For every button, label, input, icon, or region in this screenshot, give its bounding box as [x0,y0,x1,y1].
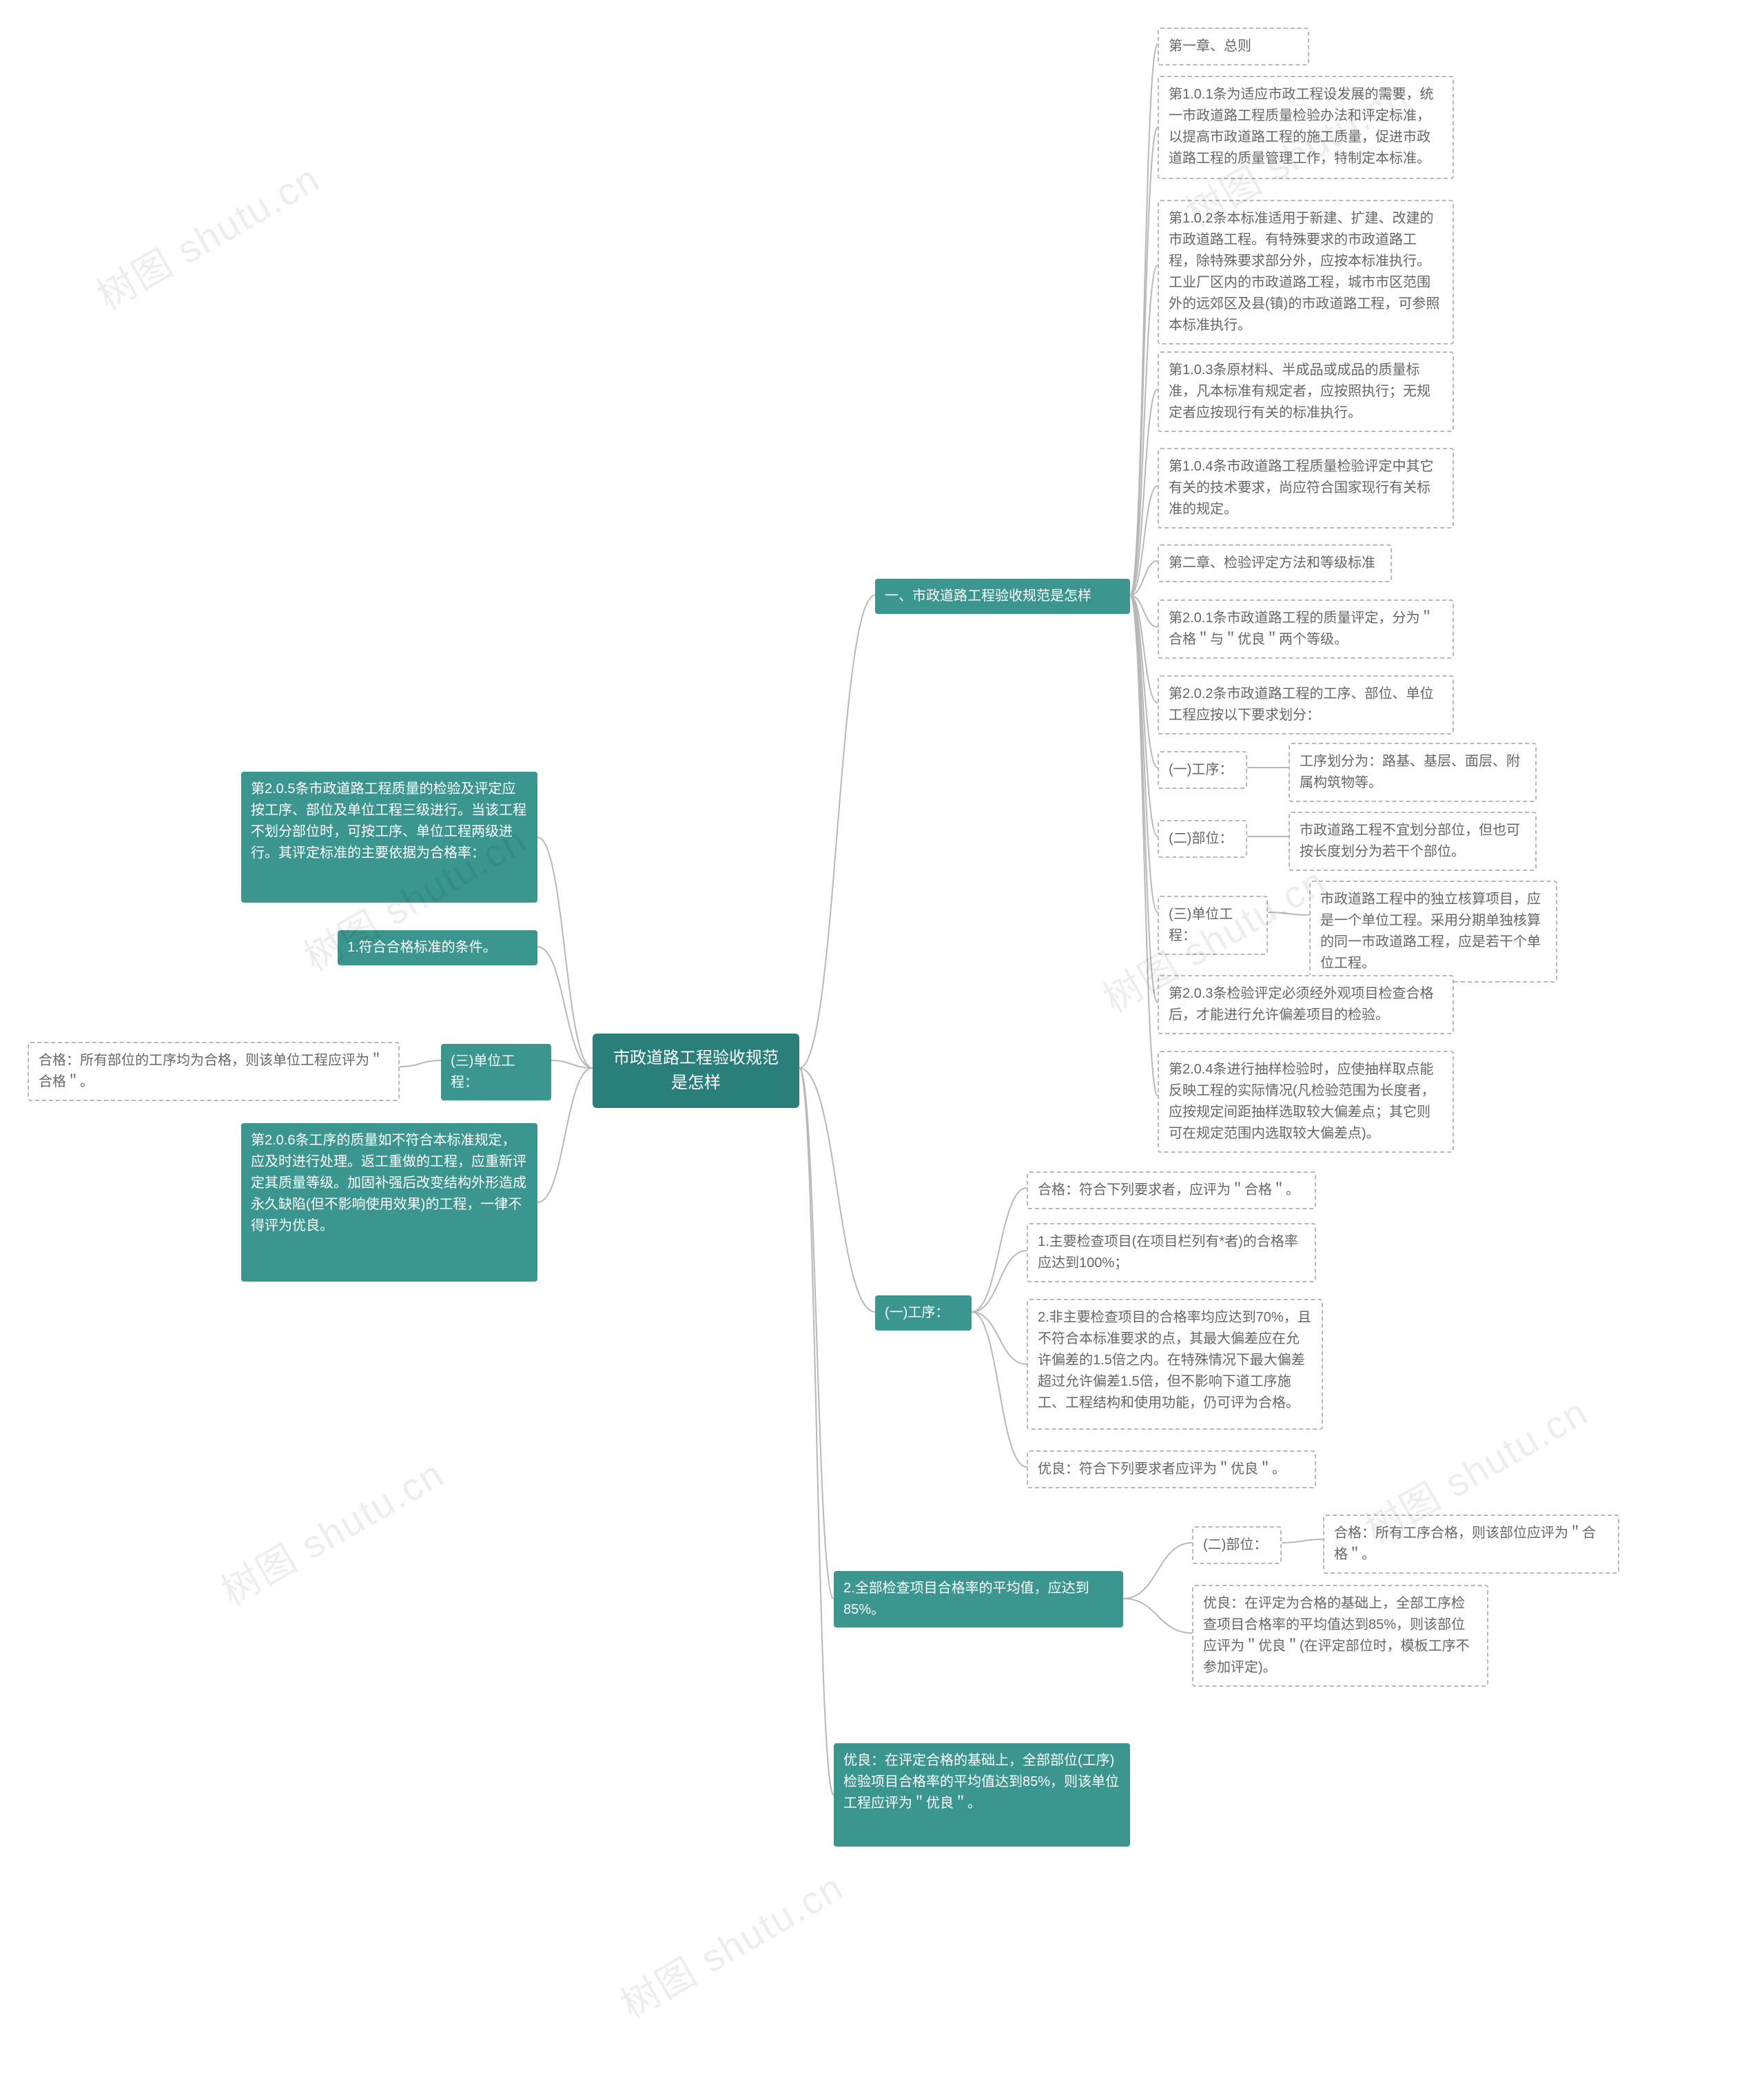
mindmap-node-n203: 第2.0.3条检验评定必须经外观项目检查合格后，才能进行允许偏差项目的检验。 [1158,975,1454,1034]
connector [799,1068,875,1312]
connector [1130,595,1158,1096]
connector [799,1068,834,1599]
connector [1130,561,1158,595]
mindmap-node-n213b: 市政道路工程中的独立核算项目，应是一个单位工程。采用分期单独核算的同一市政道路工… [1309,881,1557,983]
connector [1130,265,1158,595]
mindmap-node-n105: 第1.0.4条市政道路工程质量检验评定中其它有关的技术要求，尚应符合国家现行有关… [1158,448,1454,528]
connector [1130,486,1158,595]
mindmap-node-n201: 第2.0.1条市政道路工程的质量评定，分为＂合格＂与＂优良＂两个等级。 [1158,599,1454,659]
watermark: 树图 shutu.cn [209,1444,453,1616]
connector [1130,595,1158,1003]
mindmap-node-n103: 第1.0.2条本标准适用于新建、扩建、改建的市政道路工程。有特殊要求的市政道路工… [1158,200,1454,345]
connector [1130,595,1158,912]
connector [537,837,593,1068]
mindmap-node-nR_part2: (二)部位： [1192,1526,1282,1564]
mindmap-node-nR_85: 2.全部检查项目合格率的平均值，应达到85%。 [834,1571,1123,1628]
mindmap-node-nR_overall: 优良：在评定合格的基础上，全部部位(工序)检验项目合格率的平均值达到85%，则该… [834,1743,1130,1847]
connector [972,1251,1027,1312]
connector [1130,595,1158,703]
mindmap-node-nL_unit3: (三)单位工程： [441,1044,551,1100]
connector [1130,595,1158,768]
connector [972,1188,1027,1312]
connector [1130,44,1158,595]
connector [551,1060,593,1068]
mindmap-node-nL206: 第2.0.6条工序的质量如不符合本标准规定，应及时进行处理。返工重做的工程，应重… [241,1123,537,1282]
mindmap-node-nR_seq_2: 2.非主要检查项目的合格率均应达到70%，且不符合本标准要求的点，其最大偏差应在… [1027,1299,1323,1430]
mindmap-node-n212: (二)部位： [1158,820,1247,858]
mindmap-node-root: 市政道路工程验收规范是怎样 [593,1034,799,1108]
mindmap-node-n102: 第1.0.1条为适应市政工程设发展的需要，统一市政道路工程质量检验办法和评定标准… [1158,76,1454,179]
mindmap-node-nR_seq: (一)工序： [875,1295,972,1331]
mindmap-node-nL205: 第2.0.5条市政道路工程质量的检验及评定应按工序、部位及单位工程三级进行。当该… [241,772,537,903]
connector [1130,595,1158,836]
mindmap-node-nR_part2_exc: 优良：在评定为合格的基础上，全部工序检查项目合格率的平均值达到85%，则该部位应… [1192,1585,1488,1687]
connector [1282,1539,1323,1543]
mindmap-node-n104: 第1.0.3条原材料、半成品或成品的质量标准，凡本标准有规定者，应按照执行；无规… [1158,351,1454,432]
watermark: 树图 shutu.cn [609,1857,852,2030]
connector [1268,912,1309,915]
connector [1123,1599,1192,1633]
mindmap-node-n212b: 市政道路工程不宜划分部位，但也可按长度划分为若干个部位。 [1289,812,1537,871]
watermark: 树图 shutu.cn [85,148,329,321]
connector [799,1068,834,1795]
mindmap-node-nSec1: 一、市政道路工程验收规范是怎样 [875,579,1130,614]
mindmap-node-n202: 第2.0.2条市政道路工程的工序、部位、单位工程应按以下要求划分： [1158,675,1454,735]
mindmap-node-nR_part2_pass: 合格：所有工序合格，则该部位应评为＂合格＂。 [1323,1515,1619,1574]
connector [1123,1543,1192,1599]
connector [400,1060,441,1067]
mindmap-node-nR_seq_exc: 优良：符合下列要求者应评为＂优良＂。 [1027,1450,1316,1488]
connector [972,1312,1027,1467]
connector [1130,595,1158,627]
mindmap-node-n211: (一)工序： [1158,751,1247,789]
mindmap-node-nR_seq_1: 1.主要检查项目(在项目栏列有*者)的合格率应达到100%； [1027,1223,1316,1282]
mindmap-node-nL_cond: 1.符合合格标准的条件。 [338,930,537,965]
connector [799,595,875,1068]
mindmap-node-n204: 第2.0.4条进行抽样检验时，应使抽样取点能反映工程的实际情况(凡检验范围为长度… [1158,1051,1454,1153]
mindmap-node-n101: 第一章、总则 [1158,28,1309,65]
connector [1130,127,1158,595]
mindmap-node-n211b: 工序划分为：路基、基层、面层、附属构筑物等。 [1289,743,1537,802]
mindmap-node-n213: (三)单位工程： [1158,896,1268,955]
connector [972,1312,1027,1364]
mindmap-node-n106: 第二章、检验评定方法和等级标准 [1158,544,1392,582]
mindmap-node-nR_seq_pass: 合格：符合下列要求者，应评为＂合格＂。 [1027,1171,1316,1209]
mindmap-node-nL_unit3_note: 合格：所有部位的工序均为合格，则该单位工程应评为＂合格＂。 [28,1042,400,1101]
connector [1130,389,1158,595]
